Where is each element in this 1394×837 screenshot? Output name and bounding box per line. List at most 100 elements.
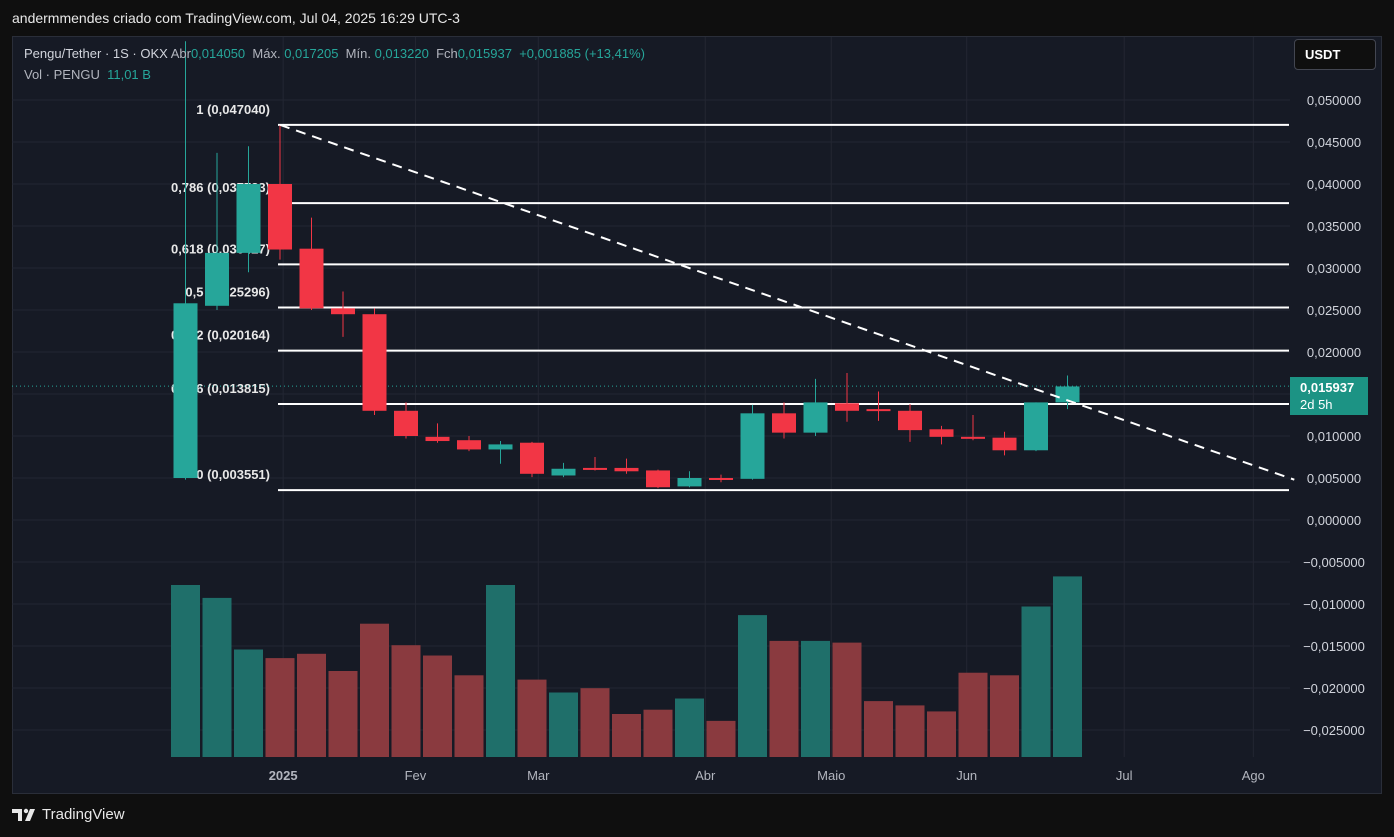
volume-bar [675,698,704,757]
candle-body [268,184,292,250]
price-axis-label: 0,020000 [1307,345,1361,360]
volume-bar [990,675,1019,757]
volume-bar [864,701,893,757]
volume-bar [612,714,641,757]
ohlc-legend: Pengu/Tether · 1S · OKX Abr0,014050 Máx.… [24,46,645,61]
candle-body [709,478,733,480]
candle-body [835,403,859,411]
volume-bar [958,672,988,757]
volume-bar [486,585,515,757]
candle-body [677,478,702,487]
volume-bar [517,679,547,757]
candle-body [646,470,670,488]
low-value: 0,013220 [374,46,429,61]
candle-body [1024,402,1048,451]
open-value: 0,014050 [190,46,246,61]
price-axis-label: 0,025000 [1307,303,1361,318]
last-price-tag: 0,015937 2d 5h [1290,377,1368,415]
price-axis-label: 0,010000 [1307,429,1361,444]
volume-bar [234,649,263,757]
candle-body [488,444,513,450]
fibonacci-levels: 1 (0,047040)0,786 (0,037723)0,618 (0,030… [12,102,1290,492]
tradingview-logo-text: TradingView [42,806,125,823]
price-axis: 0,050000 0,045000 0,040000 0,035000 0,030000… [1303,93,1365,738]
candle-body [457,440,481,450]
volume-bar [265,658,295,757]
volume-bar [738,615,767,757]
price-axis-label: 0,005000 [1307,471,1361,486]
last-price-value: 0,015937 [1300,380,1355,395]
price-axis-label: −0,010000 [1303,597,1365,612]
high-label: Máx. [252,46,281,61]
candle-body [394,410,418,436]
candle-body [992,437,1017,451]
time-axis-label: Fev [405,768,427,783]
price-axis-label: 0,000000 [1307,513,1361,528]
price-axis-label: 0,035000 [1307,219,1361,234]
close-label: Fch [436,46,458,61]
candle-body [205,252,229,306]
price-axis-label: −0,015000 [1303,639,1365,654]
tradingview-logo-icon [12,808,35,821]
volume-label[interactable]: Vol · PENGU [24,67,100,82]
candle-body [898,410,922,431]
time-axis-label: Abr [695,768,716,783]
volume-bar [549,692,578,757]
volume-bar [171,585,200,757]
volume-bar [202,597,232,757]
volume-value: 11,01 B [107,67,151,82]
tradingview-logo[interactable]: TradingView [12,806,125,823]
price-axis-label: −0,025000 [1303,723,1365,738]
volume-bar [895,705,925,757]
volume-bar [643,709,673,757]
volume-bar [423,655,452,757]
volume-bar [801,640,830,757]
fib-level-label: 1 (0,047040) [196,102,270,117]
volume-bar [832,642,862,757]
candle-body [929,429,954,437]
time-axis-label: Jun [956,768,977,783]
volume-bar [328,671,358,757]
candle-body [740,413,765,479]
candle-body [866,409,891,412]
fib-level-label: 0 (0,003551) [196,467,270,482]
candles [173,41,1080,489]
time-axis-label: 2025 [269,768,298,783]
price-axis-label: 0,040000 [1307,177,1361,192]
time-axis-label: Ago [1242,768,1265,783]
symbol-label[interactable]: Pengu/Tether · 1S · OKX [24,46,168,61]
candle-body [425,436,450,442]
trendline [279,123,1295,481]
volume-bar [1021,606,1051,757]
bar-countdown: 2d 5h [1300,397,1333,412]
open-label: Abr [170,46,191,61]
currency-button[interactable]: USDT [1294,39,1376,70]
candle-body [173,303,198,478]
candle-body [772,413,796,433]
time-axis-label: Mar [527,768,550,783]
price-axis-label: 0,030000 [1307,261,1361,276]
low-label: Mín. [345,46,371,61]
volume-bar [927,711,956,757]
close-value: 0,015937 [457,46,512,61]
candle-body [803,402,828,433]
volume-bar [706,720,736,757]
time-axis-label: Maio [817,768,845,783]
candle-body [551,468,576,476]
change-value: +0,001885 (+13,41%) [519,46,645,61]
volume-bar [360,623,389,757]
volume-bar [454,675,484,757]
volume-bars [171,576,1082,757]
volume-bar [580,688,610,757]
high-value: 0,017205 [284,46,339,61]
candle-body [583,467,607,470]
candle-body [1055,386,1080,403]
volume-bar [297,653,326,757]
candle-body [614,467,639,472]
candle-body [236,184,261,253]
price-axis-label: −0,005000 [1303,555,1365,570]
volume-legend: Vol · PENGU 11,01 B [24,67,151,82]
trendline-line [279,123,1295,481]
candle-body [299,248,324,309]
